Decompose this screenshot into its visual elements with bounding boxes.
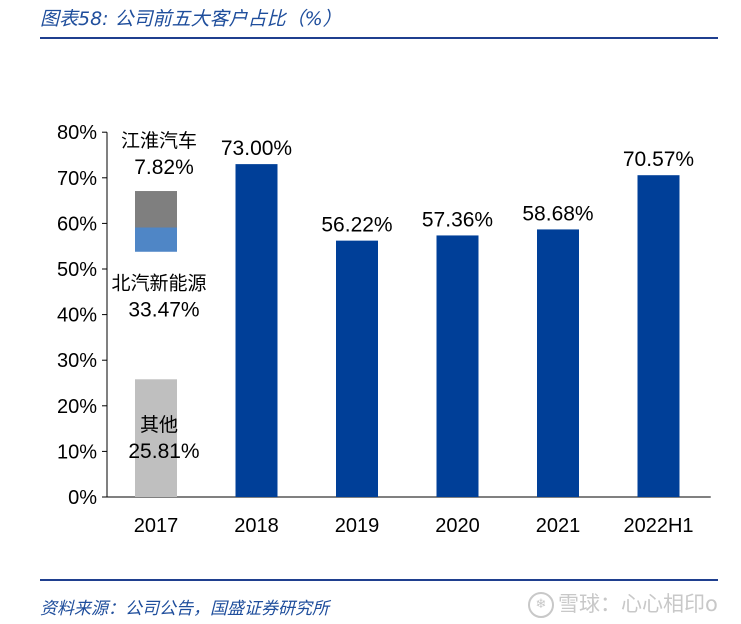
segment-name: 北汽新能源 (111, 273, 206, 295)
data-label: 58.68% (522, 202, 593, 225)
y-tick-label: 10% (57, 441, 97, 463)
x-tick-label: 2021 (536, 515, 581, 537)
segment-value: 7.82% (134, 156, 194, 179)
data-label: 70.57% (623, 148, 694, 171)
data-label: 57.36% (422, 208, 493, 231)
y-tick-label: 20% (57, 396, 97, 418)
bar (637, 175, 680, 497)
footer-divider (40, 579, 718, 581)
segment-value: 33.47% (128, 299, 199, 322)
x-tick-label: 2017 (134, 515, 179, 537)
x-tick-label: 2019 (335, 515, 380, 537)
source-note: 资料来源：公司公告，国盛证券研究所 (40, 599, 329, 619)
y-tick-label: 30% (57, 350, 97, 372)
segment-value: 25.81% (128, 440, 199, 463)
segment-name: 其他 (140, 414, 178, 436)
bar (436, 235, 479, 497)
x-tick-label: 2020 (435, 515, 480, 537)
y-tick-label: 80% (57, 122, 97, 144)
x-tick-label: 2022H1 (623, 515, 693, 537)
data-label: 56.22% (321, 214, 392, 237)
bar (336, 240, 378, 498)
snowball-logo-icon: ❄ (528, 592, 554, 618)
y-tick-label: 0% (68, 487, 97, 509)
header-divider (40, 37, 718, 39)
y-tick-label: 70% (57, 168, 97, 190)
bar (235, 164, 278, 497)
segment-name: 江淮汽车 (121, 130, 197, 152)
bar (537, 229, 579, 498)
figure-title: 图表58: 公司前五大客户占比（%） (40, 8, 342, 30)
data-label: 73.00% (221, 137, 292, 160)
segment-other (135, 379, 177, 497)
watermark-text: 雪球：心心相印o (558, 592, 718, 616)
watermark: ❄ 雪球：心心相印o (528, 588, 718, 618)
y-tick-label: 50% (57, 259, 97, 281)
x-tick-label: 2018 (234, 515, 279, 537)
y-tick-label: 40% (57, 305, 97, 327)
segment-jac (135, 191, 177, 228)
y-tick-label: 60% (57, 213, 97, 235)
segment-baic-bjev (135, 226, 177, 252)
